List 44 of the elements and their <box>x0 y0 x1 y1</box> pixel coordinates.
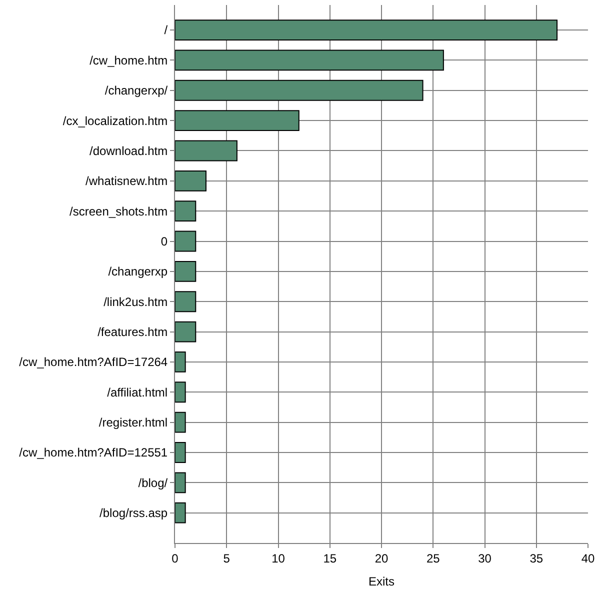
y-tick-label: / <box>164 23 168 38</box>
bar <box>175 20 558 40</box>
x-tick-label: 30 <box>478 551 492 566</box>
bar <box>175 260 196 282</box>
y-tick-label: /whatisnew.htm <box>86 174 168 188</box>
y-tick-label: /register.html <box>98 416 168 430</box>
bar <box>175 472 186 494</box>
y-tick-label: /blog/ <box>138 476 168 490</box>
bar <box>175 321 196 342</box>
x-tick-label: 25 <box>426 551 440 566</box>
y-tick-label: /download.htm <box>90 144 168 158</box>
bar <box>175 352 186 372</box>
y-tick-label: /cw_home.htm?AfID=12551 <box>19 446 168 460</box>
y-tick-label: /cw_home.htm?AfID=17264 <box>19 355 168 370</box>
y-tick-label: /cx_localization.htm <box>62 114 168 128</box>
y-tick-label: /cw_home.htm <box>90 53 168 68</box>
y-tick-label: /link2us.htm <box>104 294 168 309</box>
y-tick-label: /screen_shots.htm <box>70 204 168 218</box>
y-tick-label: 0 <box>160 234 168 248</box>
y-tick-label: /blog/rss.asp <box>100 506 168 520</box>
bar <box>175 502 186 524</box>
x-tick-label: 15 <box>323 551 337 566</box>
bar <box>175 412 186 433</box>
x-tick-label: 20 <box>374 551 388 566</box>
bar <box>175 170 206 192</box>
y-tick-label: /changerxp <box>108 264 168 279</box>
bar <box>175 110 300 132</box>
x-tick-label: 10 <box>272 551 286 566</box>
y-tick-label: /features.htm <box>98 324 168 339</box>
bar <box>175 50 444 71</box>
bar <box>175 200 196 222</box>
x-tick-label: 35 <box>530 551 544 566</box>
bar <box>175 230 196 252</box>
y-tick-label: /changerxp/ <box>104 84 168 98</box>
bar <box>175 442 186 463</box>
bar <box>175 140 238 162</box>
y-tick-label: /affiliat.html <box>107 385 168 400</box>
x-tick-label: 5 <box>223 551 230 566</box>
x-tick-label: 40 <box>581 551 595 566</box>
bar <box>175 382 186 403</box>
x-tick-label: 0 <box>172 551 179 566</box>
bar <box>175 80 424 101</box>
x-axis-title: Exits <box>368 574 395 588</box>
bar <box>175 291 196 312</box>
